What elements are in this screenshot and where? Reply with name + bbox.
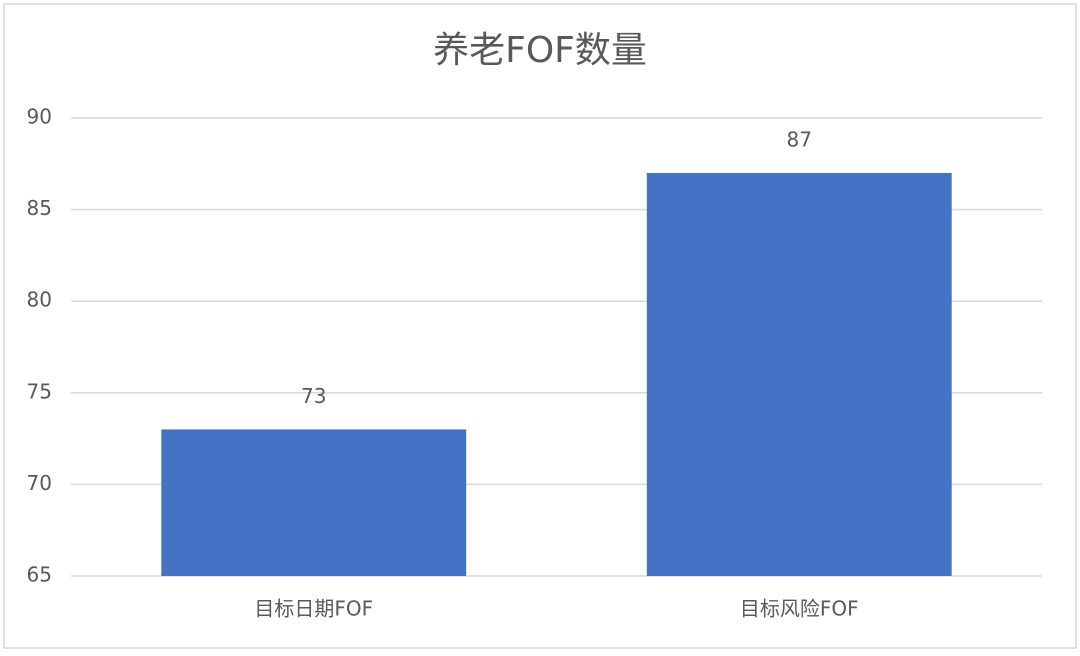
bar (161, 429, 467, 576)
x-tick-label: 目标风险FOF (740, 597, 859, 621)
y-tick-label: 90 (27, 105, 52, 129)
bar (646, 172, 952, 576)
x-tick-label: 目标日期FOF (254, 597, 373, 621)
chart-title: 养老FOF数量 (433, 30, 647, 71)
y-tick-label: 70 (27, 471, 52, 495)
y-tick-label: 75 (27, 379, 52, 403)
y-tick-label: 85 (27, 196, 52, 220)
y-tick-label: 80 (27, 288, 52, 312)
data-label: 87 (787, 127, 812, 151)
data-label: 73 (301, 384, 326, 408)
y-tick-label: 65 (27, 563, 52, 587)
